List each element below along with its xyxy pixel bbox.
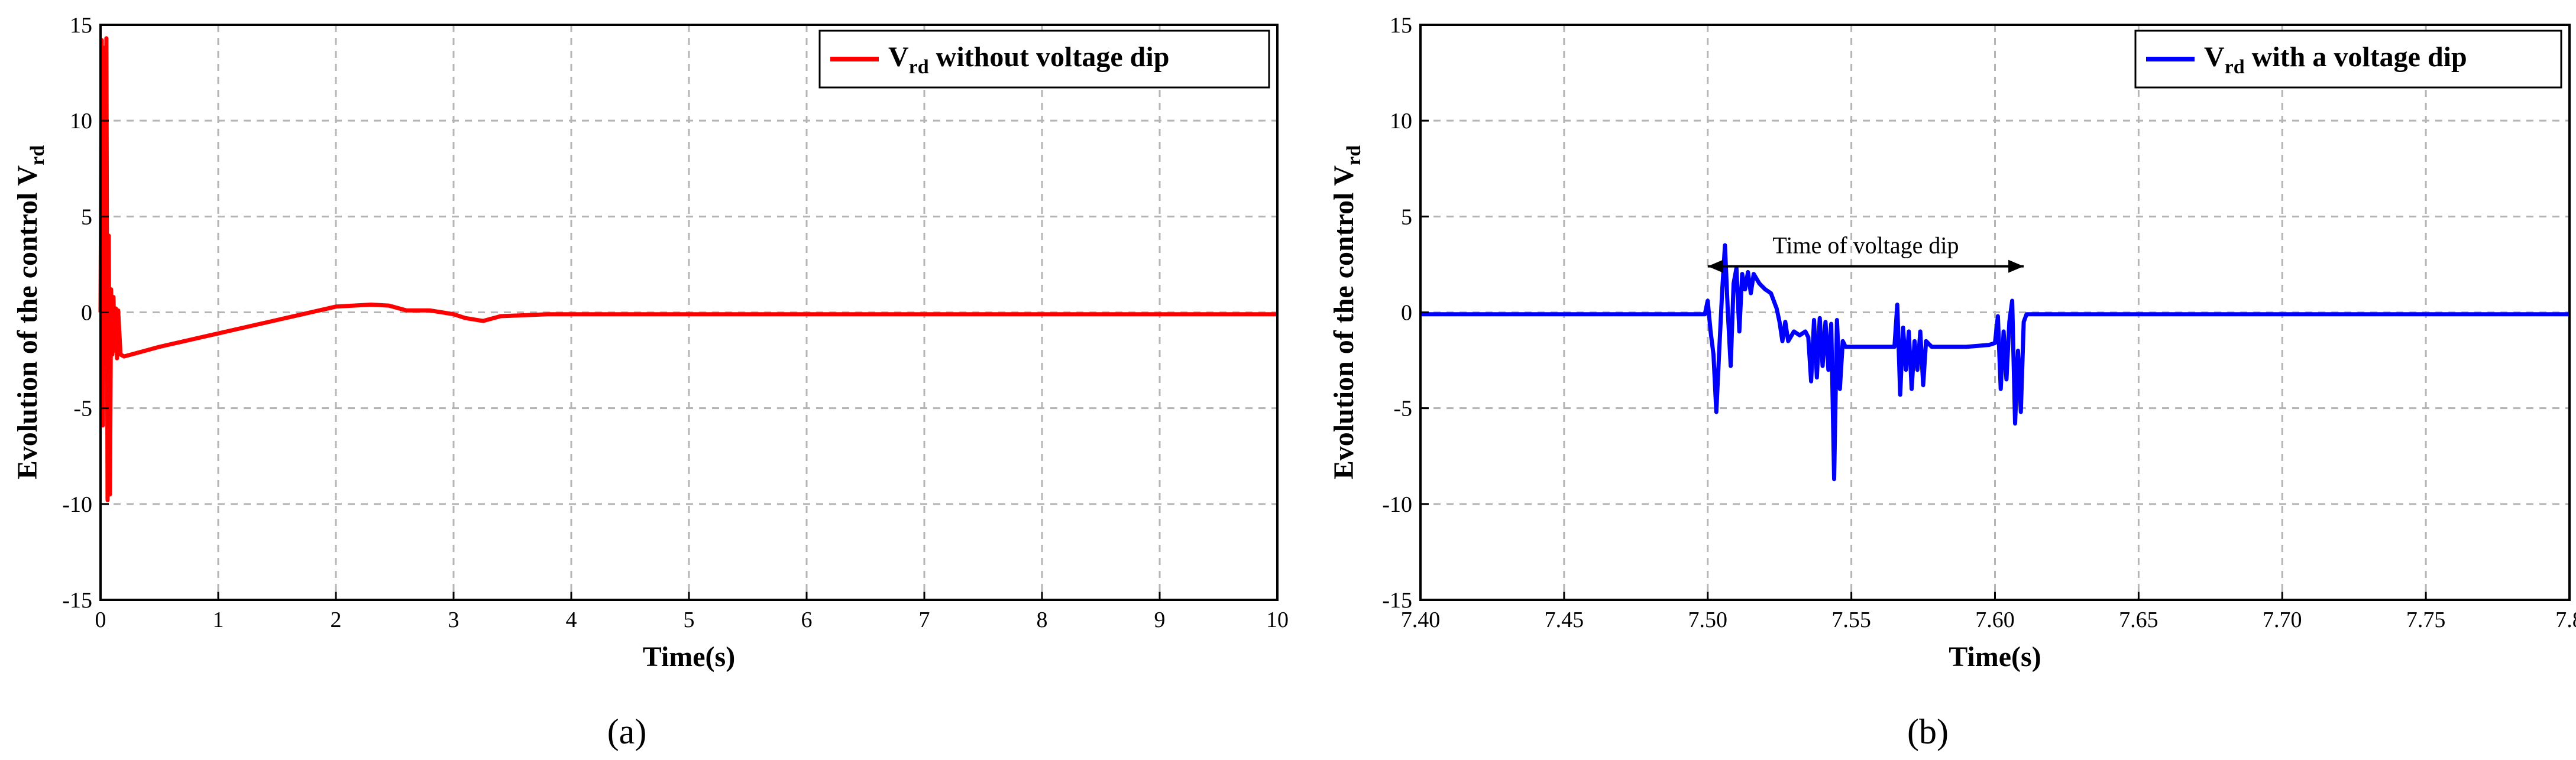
x-tick-label: 7.65 [2119,608,2158,632]
plot-frame-b [1419,24,2571,601]
ticks-b: 7.40 7.45 7.50 7.55 7.60 7.65 7.70 7.75 7.8 15 10 5… [1382,13,2576,632]
y-tick-label: -5 [1393,397,1412,421]
x-tick-label: 7.40 [1401,608,1441,632]
ticks-a: 0 1 2 3 4 5 6 7 8 9 10 15 10 5 0 -5 -10 -15 [62,13,1289,632]
arrow-head-left-icon [1707,259,1723,273]
x-axis-label-b: Time(s) [1949,641,2041,673]
x-tick-label: 5 [684,608,695,632]
x-tick-label: 7.45 [1545,608,1584,632]
arrow-head-right-icon [2008,259,2024,273]
series-line-b [1420,243,2569,482]
x-tick-label: 3 [448,608,459,632]
panel-label-b: (b) [1907,712,1949,751]
plot-area-a [98,36,1277,502]
x-tick-label: 4 [566,608,577,632]
x-tick-label: 7.75 [2406,608,2446,632]
y-tick-label: -10 [62,492,92,517]
y-tick-label: 10 [70,109,92,134]
y-tick-label: -15 [62,588,92,613]
y-axis-label-b: Evolution of the control Vrd [1328,145,1365,480]
y-tick-label: 5 [1401,204,1412,229]
y-axis-label-a: Evolution of the control Vrd [12,145,48,480]
x-tick-label: 6 [801,608,813,632]
legend-label-b: Vrd with a voltage dip [2204,41,2467,78]
x-tick-label: 7.55 [1831,608,1871,632]
x-tick-label: 7.50 [1688,608,1728,632]
y-tick-label: 15 [70,13,92,38]
x-tick-label: 1 [213,608,224,632]
voltage-dip-label: Time of voltage dip [1772,232,1959,259]
plot-area-b [1420,243,2569,482]
x-tick-label: 10 [1266,608,1289,632]
chart-panel-b: 7.40 7.45 7.50 7.55 7.60 7.65 7.70 7.75 7.8 15 10 5… [1328,13,2576,751]
x-tick-label: 7.8 [2555,608,2576,632]
y-tick-label: 10 [1390,109,1412,134]
y-tick-label: 15 [1390,13,1412,38]
x-tick-label: 2 [331,608,342,632]
legend-b: Vrd with a voltage dip [2134,30,2562,89]
x-tick-label: 9 [1154,608,1166,632]
legend-label-a: Vrd without voltage dip [888,41,1169,78]
y-tick-label: -10 [1382,492,1412,517]
y-tick-label: -5 [73,397,92,421]
voltage-dip-annotation: Time of voltage dip [1707,232,2024,273]
y-tick-label: -15 [1382,588,1412,613]
legend-box-a [818,30,1270,89]
y-tick-label: 5 [81,204,92,229]
x-tick-label: 7.70 [2263,608,2302,632]
plot-frame-a [99,24,1279,601]
chart-panel-a: 0 1 2 3 4 5 6 7 8 9 10 15 10 5 0 -5 -10 -15 Vrd without v… [12,13,1289,751]
x-tick-label: 7.60 [1975,608,2015,632]
x-tick-label: 0 [95,608,106,632]
series-line-a [98,36,1277,502]
x-tick-label: 7 [919,608,930,632]
y-tick-label: 0 [81,301,92,326]
x-axis-label-a: Time(s) [643,641,735,673]
legend-box-b [2134,30,2562,89]
legend-a: Vrd without voltage dip [818,30,1270,89]
panel-label-a: (a) [607,712,647,751]
x-tick-label: 8 [1037,608,1048,632]
y-tick-label: 0 [1401,301,1412,326]
